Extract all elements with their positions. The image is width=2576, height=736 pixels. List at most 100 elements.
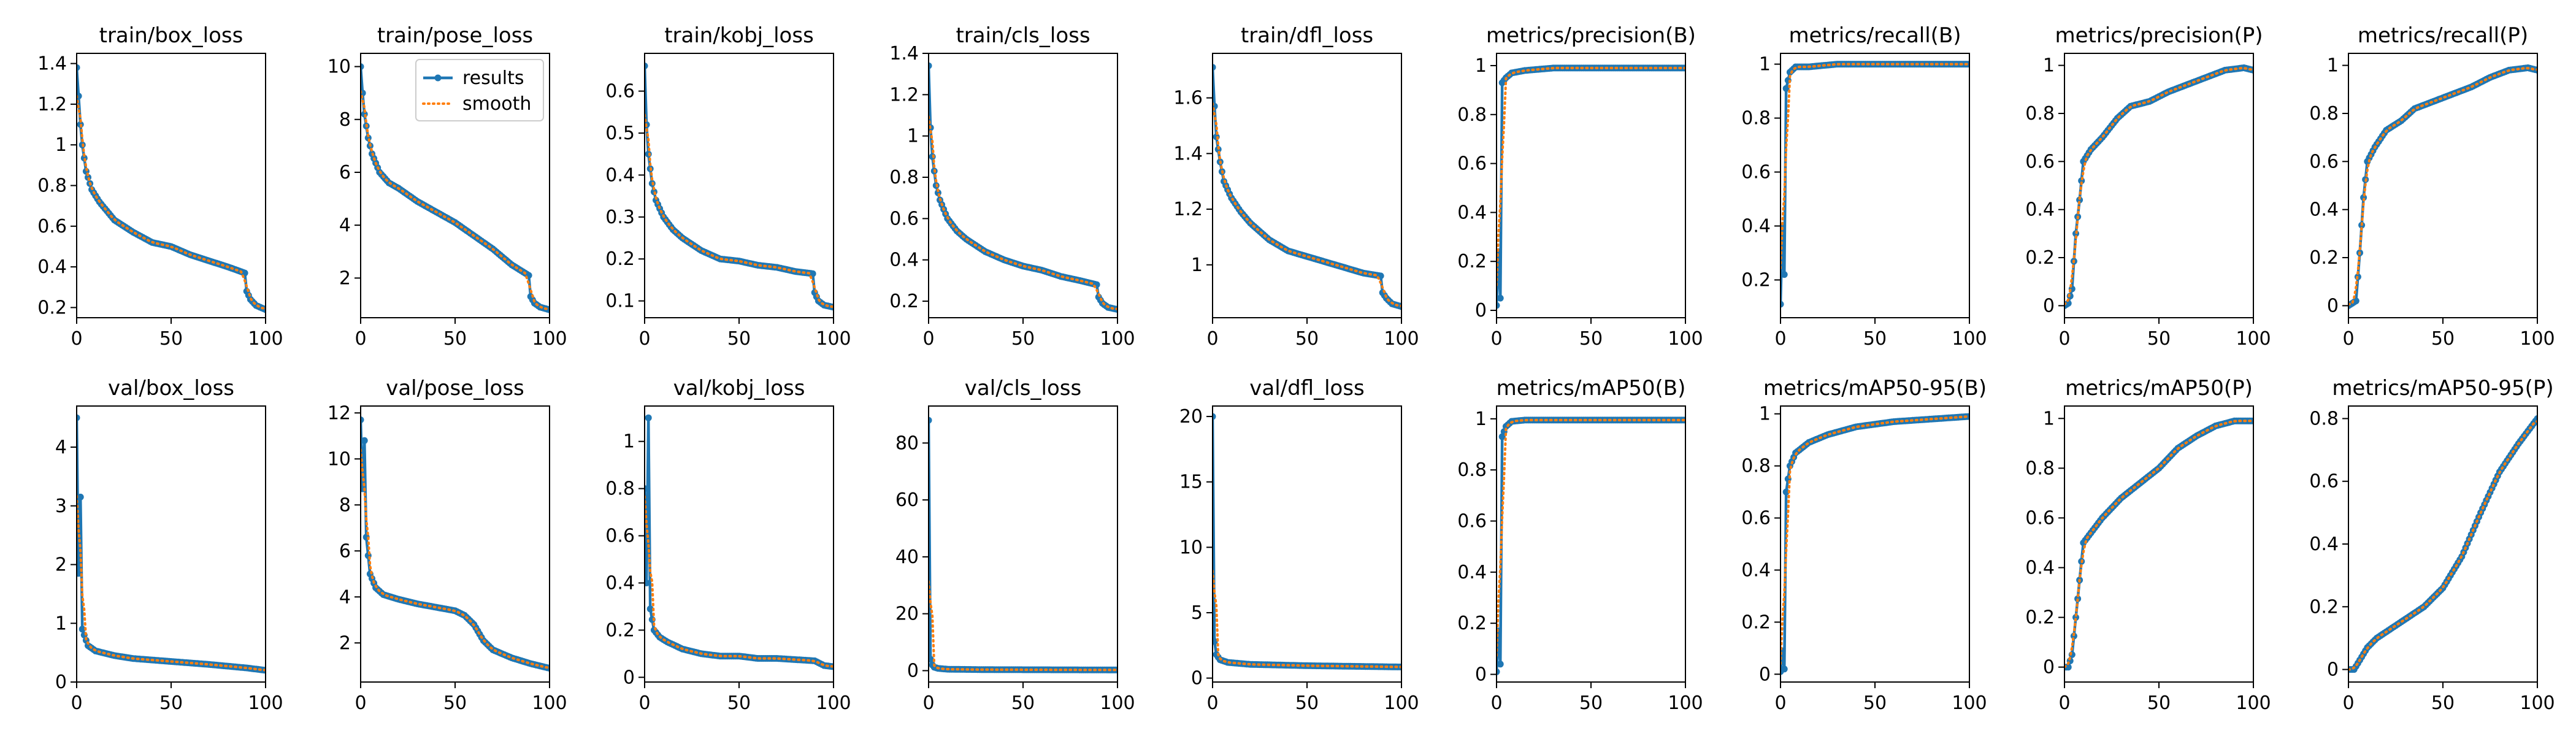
y-tick-label: 1 — [1475, 408, 1487, 430]
x-tick-label: 100 — [2236, 328, 2271, 350]
results-point — [929, 62, 932, 69]
y-tick-label: 0.2 — [1741, 611, 1771, 633]
results-point — [1497, 668, 1500, 675]
smooth-line — [645, 495, 834, 668]
results-line — [1781, 63, 1969, 305]
results-point — [1781, 271, 1788, 278]
axes-frame — [1212, 53, 1402, 318]
x-tick-label: 0 — [2342, 328, 2354, 350]
results-line — [1213, 416, 1401, 669]
smooth-line — [2348, 420, 2537, 671]
plot-area — [929, 62, 1117, 313]
y-tick-label: 20 — [895, 604, 919, 625]
plot-area — [645, 414, 834, 670]
plot-area — [929, 416, 1117, 673]
results-point — [1966, 413, 1969, 420]
x-tick-label: 0 — [922, 328, 934, 350]
subplot-title: val/cls_loss — [965, 376, 1081, 401]
results-point — [2064, 664, 2072, 671]
subplot-metrics-map50-b-: metrics/mAP50(B) 0 50 100 0 0.2 0.4 0.6 0.8 1 — [1457, 376, 1703, 714]
y-tick-label: 0.8 — [2309, 103, 2339, 125]
x-tick-label: 0 — [2058, 328, 2070, 350]
results-point — [1497, 302, 1500, 309]
y-tick-label: 0.4 — [1457, 562, 1487, 583]
y-tick-label: 1 — [623, 431, 635, 453]
y-tick-label: 4 — [339, 215, 351, 236]
plot-area — [77, 64, 266, 313]
results-line — [2064, 420, 2253, 669]
y-tick-label: 0.6 — [605, 526, 635, 547]
results-point — [361, 437, 368, 444]
smooth-line — [929, 580, 1117, 672]
subplot-title: train/pose_loss — [377, 23, 533, 48]
axes-frame — [76, 405, 266, 683]
y-tick-label: 1.2 — [37, 94, 67, 115]
y-tick-label: 8 — [339, 494, 351, 516]
plot-area — [1213, 64, 1401, 310]
y-tick-label: 0.6 — [2309, 471, 2339, 493]
axes-frame — [644, 405, 834, 683]
results-point — [77, 64, 80, 71]
y-tick-label: 1 — [2043, 55, 2055, 77]
y-tick-label: 0.4 — [2309, 534, 2339, 555]
y-tick-label: 1 — [1759, 404, 1771, 425]
y-tick-label: 1.4 — [889, 43, 919, 64]
y-tick-label: 1 — [1759, 54, 1771, 75]
y-tick-label: 0.2 — [1457, 613, 1487, 634]
subplot-metrics-precision-p-: metrics/precision(P) 0 50 100 0 0.2 0.4 0.6 0.8 1 — [2025, 23, 2271, 350]
smooth-line — [645, 113, 834, 309]
plot-area — [77, 414, 266, 674]
y-tick-label: 12 — [328, 402, 351, 424]
subplot-title: metrics/mAP50-95(B) — [1763, 376, 1987, 401]
x-tick-label: 0 — [638, 328, 650, 350]
plot-area — [1497, 416, 1685, 675]
y-tick-label: 0.2 — [1457, 251, 1487, 272]
y-tick-label: 10 — [1179, 537, 1203, 558]
y-tick-label: 5 — [1191, 602, 1203, 624]
subplot-title: train/box_loss — [99, 23, 243, 48]
y-tick-label: 0.3 — [605, 207, 635, 228]
subplot-title: val/pose_loss — [386, 376, 524, 401]
y-tick-label: 1.4 — [1173, 143, 1203, 164]
x-tick-label: 0 — [1774, 328, 1786, 350]
x-tick-label: 100 — [248, 692, 283, 714]
subplot-title: metrics/precision(P) — [2055, 23, 2263, 48]
y-tick-label: 0.4 — [1741, 215, 1771, 237]
subplot-train-cls-loss: train/cls_loss 0 50 100 0.2 0.4 0.6 0.8 1 1.2 1.4 — [889, 23, 1135, 350]
subplot-metrics-map50-95-b-: metrics/mAP50-95(B) 0 50 100 0 0.2 0.4 0.6 0.8 1 — [1741, 376, 1987, 714]
y-tick-label: 10 — [328, 448, 351, 470]
plot-area — [2348, 64, 2537, 309]
y-tick-label: 0.2 — [2309, 596, 2339, 618]
y-tick-label: 1 — [1191, 255, 1203, 276]
smooth-line — [77, 94, 266, 310]
y-tick-label: 20 — [1179, 406, 1203, 427]
y-tick-label: 0.8 — [37, 175, 67, 197]
x-tick-label: 50 — [159, 328, 183, 350]
x-tick-label: 50 — [2147, 328, 2171, 350]
axes-frame — [1780, 53, 1970, 318]
y-tick-label: 0.8 — [2309, 408, 2339, 429]
plot-area — [1781, 61, 1969, 308]
axes-frame — [2064, 405, 2254, 683]
x-tick-label: 0 — [2342, 692, 2354, 714]
y-tick-label: 0.2 — [889, 291, 919, 312]
legend-smooth-label: smooth — [462, 93, 531, 115]
y-tick-label: 0.4 — [1741, 559, 1771, 581]
y-tick-label: 1 — [55, 134, 67, 156]
axes-frame — [360, 405, 550, 683]
x-tick-label: 50 — [1011, 328, 1035, 350]
x-tick-label: 0 — [1774, 692, 1786, 714]
results-line — [1497, 418, 1685, 672]
results-line — [1781, 415, 1969, 672]
smooth-line — [1781, 63, 1969, 270]
subplot-val-pose-loss: val/pose_loss 0 50 100 2 4 6 8 10 12 — [328, 376, 567, 714]
results-point — [1213, 413, 1216, 420]
x-tick-label: 50 — [159, 692, 183, 714]
y-tick-label: 0.8 — [1457, 104, 1487, 126]
axes-frame — [928, 405, 1118, 683]
x-tick-label: 50 — [2431, 328, 2455, 350]
y-tick-label: 0.5 — [605, 123, 635, 144]
subplot-train-box-loss: train/box_loss 0 50 100 0.2 0.4 0.6 0.8 1 1.2 1.4 — [37, 23, 283, 350]
y-tick-label: 1 — [1475, 55, 1487, 77]
results-line — [1497, 66, 1685, 306]
